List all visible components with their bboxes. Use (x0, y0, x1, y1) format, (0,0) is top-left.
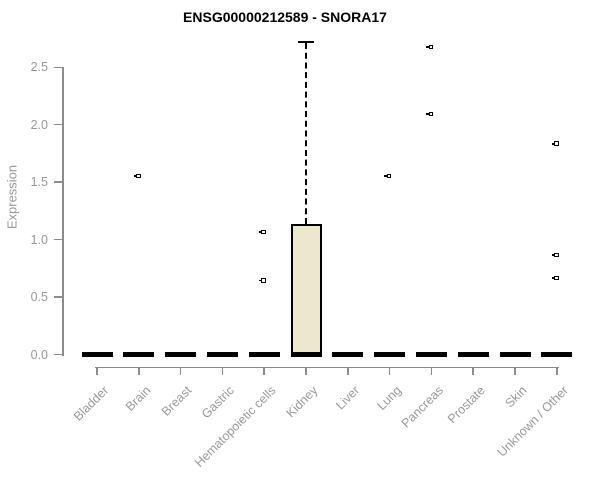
y-axis-tick (54, 238, 62, 241)
outlier-point (426, 44, 434, 50)
outlier-point (551, 141, 559, 146)
outlier-point (551, 275, 559, 281)
x-axis-tick (138, 366, 140, 375)
median-bar (81, 351, 113, 358)
y-axis-tick (54, 296, 62, 298)
x-category-label: Bladder (70, 383, 112, 424)
x-category-label: Lung (374, 383, 404, 413)
median-bar (499, 351, 531, 358)
y-tick-label: 1.0 (30, 232, 48, 247)
x-axis-line (95, 366, 559, 368)
x-axis-tick (514, 366, 516, 375)
x-category-label: Pancreas (398, 383, 446, 431)
y-tick-label: 0.0 (30, 347, 48, 362)
y-tick-label: 2.5 (30, 60, 48, 75)
x-axis-tick (430, 366, 433, 375)
median-bar (165, 351, 197, 358)
x-axis-tick (347, 366, 349, 375)
median-bar (374, 351, 406, 358)
median-bar (457, 351, 489, 358)
outlier-point (133, 173, 141, 179)
chart-title: ENSG00000212589 - SNORA17 (183, 9, 387, 25)
x-category-label: Breast (159, 383, 195, 419)
y-axis-tick (54, 181, 62, 183)
y-axis-tick (54, 123, 62, 126)
y-tick-label: 1.5 (30, 175, 48, 190)
x-axis-tick (179, 366, 182, 375)
x-category-label: Skin (502, 383, 530, 411)
outlier-point (259, 229, 266, 235)
x-axis-tick (96, 366, 98, 375)
y-axis-title: Expression (4, 164, 20, 230)
median-bar (541, 351, 573, 358)
x-category-label: Hematopoietic cells (191, 383, 279, 470)
x-axis-tick (221, 366, 224, 375)
outlier-point (426, 111, 434, 117)
whisker-cap (298, 40, 314, 44)
x-axis-tick (472, 366, 474, 375)
whisker-line (305, 42, 307, 224)
x-category-label: Kidney (283, 383, 321, 421)
median-bar (206, 351, 238, 358)
y-axis-tick (54, 353, 62, 356)
x-category-label: Liver (332, 383, 363, 413)
median-bar (332, 351, 364, 358)
x-axis-tick (263, 366, 265, 375)
x-axis-tick (305, 366, 307, 375)
y-axis-tick (54, 66, 62, 68)
x-category-label: Brain (122, 383, 154, 414)
y-axis-line (62, 67, 64, 356)
x-category-label: Prostate (444, 383, 488, 427)
median-bar (248, 351, 280, 358)
median-bar (415, 351, 447, 358)
y-tick-label: 2.0 (30, 117, 48, 132)
y-tick-label: 0.5 (30, 290, 48, 305)
x-axis-tick (556, 366, 558, 375)
outlier-point (259, 278, 266, 283)
median-bar (290, 351, 322, 358)
median-bar (123, 351, 155, 358)
x-axis-tick (388, 366, 391, 375)
outlier-point (551, 252, 559, 258)
outlier-point (384, 173, 392, 179)
iqr-box (290, 223, 322, 357)
x-category-label: Gastric (198, 383, 237, 422)
